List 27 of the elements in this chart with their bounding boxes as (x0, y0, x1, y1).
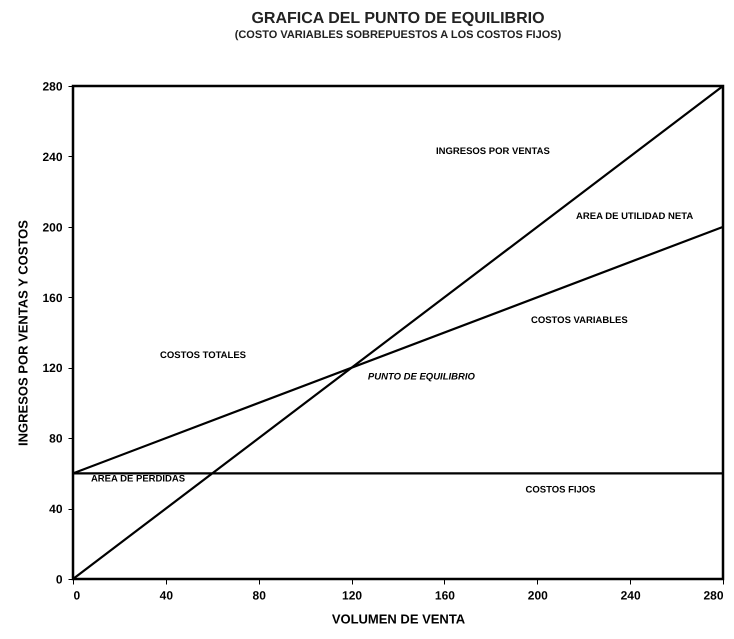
x-tick-label: 120 (342, 588, 362, 602)
annotation: COSTOS VARIABLES (530, 315, 628, 326)
x-tick-label: 280 (703, 588, 724, 602)
y-tick-label: 40 (49, 502, 63, 516)
y-tick-label: 200 (42, 220, 63, 234)
chart-title: GRAFICA DEL PUNTO DE EQUILIBRIO (251, 10, 545, 27)
x-axis-title: VOLUMEN DE VENTA (332, 612, 466, 626)
annotation: COSTOS FIJOS (525, 484, 596, 496)
x-tick-label: 0 (74, 588, 80, 602)
annotation: COSTOS TOTALES (160, 350, 246, 362)
y-tick-label: 120 (42, 361, 63, 376)
y-axis-title: INGRESOS POR VENTAS Y COSTOS (15, 220, 30, 446)
y-tick-label: 280 (42, 80, 63, 94)
annotation: INGRESOS POR VENTAS (436, 146, 550, 158)
x-tick-label: 80 (252, 588, 266, 602)
y-tick-label: 0 (56, 572, 63, 586)
annotation: AREA DE PERDIDAS (90, 473, 186, 484)
y-tick-label: 160 (42, 290, 63, 305)
x-tick-label: 160 (434, 588, 456, 602)
y-tick-label: 80 (49, 432, 63, 446)
annotation: PUNTO DE EQUILIBRIO (368, 371, 476, 382)
x-tick-label: 200 (528, 588, 548, 602)
chart-subtitle: (COSTO VARIABLES SOBREPUESTOS A LOS COSTOS FIJOS) (234, 29, 562, 41)
x-tick-label: 40 (160, 588, 174, 602)
x-tick-label: 240 (620, 588, 641, 602)
y-tick-label: 240 (42, 150, 63, 164)
annotation: AREA DE UTILIDAD NETA (576, 211, 694, 222)
